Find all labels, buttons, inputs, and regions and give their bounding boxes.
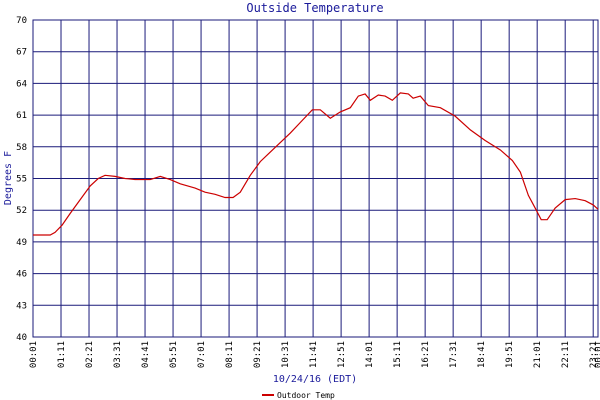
y-tick-label: 67 xyxy=(16,48,27,58)
x-tick-label: 19:51 xyxy=(505,341,515,368)
x-tick-label: 14:01 xyxy=(365,341,375,368)
x-tick-label: 08:11 xyxy=(225,341,235,368)
y-tick-label: 40 xyxy=(16,333,27,343)
x-tick-label: 07:01 xyxy=(197,341,207,368)
y-tick-label: 70 xyxy=(16,16,27,26)
y-tick-label: 61 xyxy=(16,111,27,121)
x-tick-label: 11:41 xyxy=(309,341,319,368)
x-tick-label: 05:51 xyxy=(169,341,179,368)
y-tick-label: 55 xyxy=(16,175,27,185)
x-tick-label: 02:21 xyxy=(85,341,95,368)
x-tick-label: 10:31 xyxy=(281,341,291,368)
x-tick-label: 17:31 xyxy=(449,341,459,368)
y-tick-label: 52 xyxy=(16,206,27,216)
data-line xyxy=(33,92,599,236)
y-tick-label: 49 xyxy=(16,238,27,248)
x-tick-label: 00:01 xyxy=(29,341,39,368)
y-tick-label: 46 xyxy=(16,270,27,280)
x-tick-label: 09:21 xyxy=(253,341,263,368)
legend-label: Outdoor Temp xyxy=(277,391,335,400)
y-tick-label: 43 xyxy=(16,301,27,311)
y-tick-label: 58 xyxy=(16,143,27,153)
x-tick-label: 15:11 xyxy=(393,341,403,368)
x-tick-label: 03:31 xyxy=(113,341,123,368)
x-tick-label: 21:01 xyxy=(533,341,543,368)
x-tick-label: 04:41 xyxy=(141,341,151,368)
plot-frame xyxy=(32,19,599,338)
x-axis-title: 10/24/16 (EDT) xyxy=(273,374,357,385)
y-axis-title: Degrees F xyxy=(3,151,14,205)
x-tick-label: 22:11 xyxy=(561,341,571,368)
x-tick-label: 18:41 xyxy=(477,341,487,368)
y-tick-label: 64 xyxy=(16,79,27,89)
x-tick-label: 16:21 xyxy=(421,341,431,368)
x-tick-label: 12:51 xyxy=(337,341,347,368)
x-tick-label: 00:01 xyxy=(594,341,600,368)
x-tick-label: 23:21 xyxy=(589,341,599,368)
x-tick-label: 01:11 xyxy=(57,341,67,368)
chart-title: Outside Temperature xyxy=(246,1,383,15)
